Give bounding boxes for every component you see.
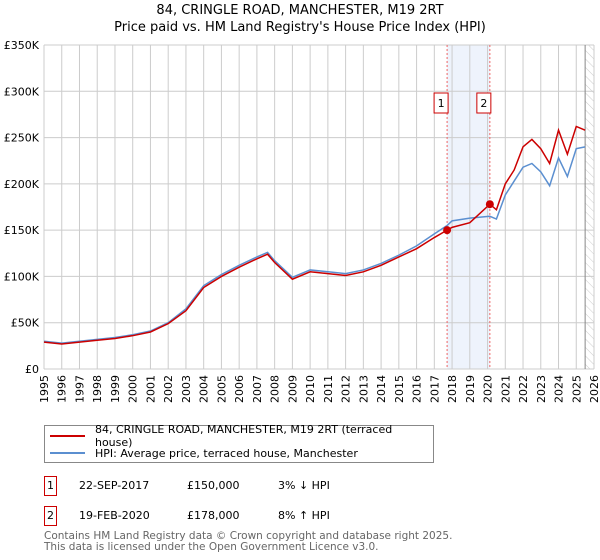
sale-point bbox=[443, 226, 452, 235]
legend: 84, CRINGLE ROAD, MANCHESTER, M19 2RT (t… bbox=[44, 423, 434, 463]
y-tick-label: £250K bbox=[4, 132, 40, 145]
y-tick-label: £200K bbox=[4, 178, 40, 191]
legend-item-property: 84, CRINGLE ROAD, MANCHESTER, M19 2RT (t… bbox=[45, 423, 433, 449]
x-tick-label: 2010 bbox=[304, 375, 317, 403]
sale-price: £178,000 bbox=[187, 509, 240, 522]
legend-label: HPI: Average price, terraced house, Manc… bbox=[95, 446, 358, 460]
x-tick-label: 1997 bbox=[73, 375, 86, 403]
sale-hpi: 8% ↑ HPI bbox=[278, 509, 330, 522]
sale-point bbox=[485, 200, 494, 209]
y-tick-label: £50K bbox=[11, 317, 40, 330]
x-tick-label: 2024 bbox=[553, 375, 566, 403]
sale-price: £150,000 bbox=[187, 479, 240, 492]
x-tick-label: 2006 bbox=[233, 375, 246, 403]
sale-hpi: 3% ↓ HPI bbox=[278, 479, 330, 492]
x-tick-label: 2005 bbox=[215, 375, 228, 403]
sale-label-box bbox=[433, 92, 449, 114]
x-tick-label: 2025 bbox=[570, 375, 583, 403]
x-tick-label: 2003 bbox=[180, 375, 193, 403]
y-tick-label: £350K bbox=[4, 39, 40, 52]
x-tick-label: 2001 bbox=[144, 375, 157, 403]
x-tick-label: 2011 bbox=[322, 375, 335, 403]
footer-line: Contains HM Land Registry data © Crown c… bbox=[44, 530, 453, 542]
sale-date: 19-FEB-2020 bbox=[79, 509, 150, 522]
footer-line: This data is licensed under the Open Gov… bbox=[44, 541, 379, 553]
sale-marker-label: 1 bbox=[44, 476, 57, 496]
sale-row-2: 2 19-FEB-2020 £178,000 8% ↑ HPI bbox=[44, 506, 444, 526]
sale-row-1: 1 22-SEP-2017 £150,000 3% ↓ HPI bbox=[44, 476, 444, 496]
sale-label: 2 bbox=[480, 97, 487, 110]
x-tick-label: 2002 bbox=[162, 375, 175, 403]
y-tick-label: £0 bbox=[25, 363, 39, 376]
x-tick-label: 2013 bbox=[357, 375, 370, 403]
legend-red-line bbox=[50, 435, 85, 437]
x-tick-label: 2004 bbox=[198, 375, 211, 403]
x-tick-label: 2018 bbox=[446, 375, 459, 403]
x-tick-label: 1995 bbox=[38, 375, 51, 403]
x-tick-label: 2012 bbox=[340, 375, 353, 403]
property-price-line bbox=[43, 125, 586, 345]
legend-label: 84, CRINGLE ROAD, MANCHESTER, M19 2RT (t… bbox=[94, 423, 393, 449]
x-tick-label: 2017 bbox=[428, 375, 441, 403]
subtitle-line: Price paid vs. HM Land Registry's House … bbox=[114, 20, 486, 35]
x-tick-label: 1999 bbox=[109, 375, 122, 403]
sale-label: 1 bbox=[438, 97, 445, 110]
title-line: 84, CRINGLE ROAD, MANCHESTER, M19 2RT bbox=[156, 3, 444, 18]
forecast-hatch bbox=[585, 45, 594, 369]
sale-date: 22-SEP-2017 bbox=[79, 479, 150, 492]
sale-marker-label: 2 bbox=[44, 506, 57, 526]
x-tick-label: 2020 bbox=[482, 375, 495, 403]
footer: Contains HM Land Registry data © Crown c… bbox=[44, 531, 452, 553]
price-chart: 1995 1996 1997 1998 1999 2000 2001 2002 2003 2004… bbox=[4, 39, 600, 403]
legend-item-hpi: HPI: Average price, terraced house, Manc… bbox=[45, 445, 358, 461]
x-tick-label: 2014 bbox=[375, 375, 388, 403]
x-tick-label: 1998 bbox=[91, 375, 104, 403]
x-tick-label: 2019 bbox=[464, 375, 477, 403]
x-tick-label: 2015 bbox=[393, 375, 406, 403]
y-tick-label: £100K bbox=[4, 270, 40, 283]
x-tick-label: 1996 bbox=[56, 375, 69, 403]
legend-blue-line bbox=[50, 452, 85, 454]
x-tick-label: 2008 bbox=[269, 375, 282, 403]
sale-label-box bbox=[476, 92, 492, 114]
chart-title: 84, CRINGLE ROAD, MANCHESTER, M19 2RT Pr… bbox=[0, 2, 600, 36]
x-tick-label: 2000 bbox=[127, 375, 140, 403]
y-tick-label: £300K bbox=[4, 85, 40, 98]
x-tick-label: 2021 bbox=[499, 375, 512, 403]
x-tick-label: 2023 bbox=[535, 375, 548, 403]
y-tick-label: £150K bbox=[4, 224, 40, 237]
x-tick-label: 2026 bbox=[588, 375, 600, 403]
x-tick-label: 2022 bbox=[517, 375, 530, 403]
x-tick-label: 2009 bbox=[286, 375, 299, 403]
x-tick-label: 2016 bbox=[411, 375, 424, 403]
x-tick-label: 2007 bbox=[251, 375, 264, 403]
hpi-line bbox=[43, 146, 586, 344]
